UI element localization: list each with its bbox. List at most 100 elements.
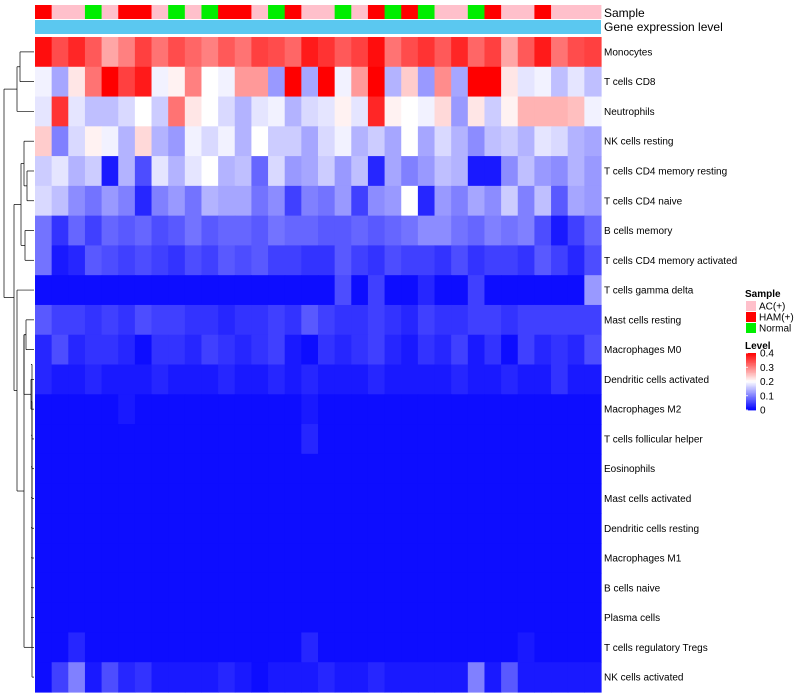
- heatmap-cell: [234, 543, 253, 574]
- heatmap-cell: [501, 37, 519, 68]
- heatmap-cell: [234, 394, 253, 425]
- heatmap-cell: [118, 453, 136, 485]
- heatmap-cell: [268, 304, 286, 336]
- heatmap-cell: [401, 66, 419, 98]
- heatmap-cell: [467, 513, 486, 544]
- heatmap-cell: [367, 394, 386, 425]
- heatmap-cell: [134, 513, 153, 544]
- heatmap-cell: [584, 543, 602, 574]
- heatmap-cell: [334, 37, 352, 68]
- heatmap-cell: [451, 632, 469, 663]
- heatmap-cell: [68, 275, 86, 306]
- heatmap-cell: [551, 275, 569, 306]
- heatmap-cell: [467, 602, 486, 634]
- heatmap-cell: [417, 66, 436, 98]
- heatmap-cell: [417, 215, 436, 247]
- heatmap-cell: [101, 66, 119, 98]
- heatmap-cell: [268, 662, 286, 693]
- sample-annotation-cell: [168, 5, 186, 19]
- heatmap-cell: [84, 513, 103, 544]
- heatmap-cell: [551, 572, 569, 604]
- heatmap-cell: [384, 543, 402, 574]
- heatmap-cell: [118, 662, 136, 693]
- heatmap-cell: [51, 66, 69, 98]
- heatmap-cell: [201, 572, 219, 604]
- heatmap-cell: [68, 364, 86, 395]
- heatmap-cell: [284, 453, 302, 485]
- heatmap-cell: [584, 215, 602, 247]
- heatmap-cell: [551, 364, 569, 395]
- heatmap-cell: [534, 513, 552, 544]
- heatmap-cell: [567, 453, 585, 485]
- heatmap-cell: [534, 453, 552, 485]
- heatmap-cell: [301, 424, 319, 455]
- heatmap-cell: [334, 394, 352, 425]
- heatmap-cell: [501, 572, 519, 604]
- heatmap-cell: [68, 453, 86, 485]
- heatmap-cell: [551, 632, 569, 663]
- heatmap-cell: [401, 453, 419, 485]
- heatmap-cell: [467, 66, 486, 98]
- heatmap-cell: [334, 424, 352, 455]
- legend-item-label: HAM(+): [759, 313, 794, 324]
- heatmap-cell: [68, 424, 86, 455]
- heatmap-cell: [35, 364, 53, 395]
- heatmap-cell: [384, 513, 402, 544]
- heatmap-cell: [451, 602, 469, 634]
- heatmap-cell: [51, 394, 69, 425]
- heatmap-cell: [218, 37, 236, 68]
- sample-annotation-cell: [484, 5, 502, 19]
- heatmap-cell: [134, 572, 153, 604]
- heatmap-cell: [118, 543, 136, 574]
- heatmap-cell: [484, 37, 502, 68]
- heatmap-cell: [84, 215, 103, 247]
- heatmap-cell: [301, 156, 319, 187]
- heatmap-cell: [84, 394, 103, 425]
- heatmap-cell: [384, 602, 402, 634]
- heatmap-cell: [584, 424, 602, 455]
- heatmap-cell: [84, 37, 103, 68]
- heatmap-cell: [584, 364, 602, 395]
- heatmap-cell: [367, 96, 386, 127]
- heatmap-cell: [234, 483, 253, 514]
- heatmap-cell: [301, 483, 319, 514]
- colorbar-segment: [746, 380, 756, 382]
- heatmap-cell: [101, 126, 119, 157]
- heatmap-cell: [551, 334, 569, 366]
- heatmap-cell: [118, 275, 136, 306]
- heatmap-cell: [467, 334, 486, 366]
- heatmap-cell: [168, 543, 186, 574]
- colorbar-tick-label: 0.4: [760, 349, 774, 360]
- heatmap-cell: [35, 602, 53, 634]
- heatmap-cell: [68, 215, 86, 247]
- heatmap-cell: [168, 304, 186, 336]
- heatmap-cell: [234, 126, 253, 157]
- heatmap-cell: [451, 394, 469, 425]
- heatmap-cell: [168, 185, 186, 217]
- heatmap-cell: [84, 245, 103, 276]
- heatmap-cell: [551, 602, 569, 634]
- sample-annotation-cell: [251, 5, 269, 19]
- heatmap-cell: [184, 543, 203, 574]
- heatmap-cell: [417, 513, 436, 544]
- heatmap-cell: [68, 304, 86, 336]
- heatmap-cell: [234, 215, 253, 247]
- heatmap-cell: [334, 602, 352, 634]
- heatmap-cell: [334, 453, 352, 485]
- heatmap-cell: [168, 66, 186, 98]
- heatmap-cell: [367, 156, 386, 187]
- heatmap-cell: [84, 304, 103, 336]
- heatmap-cell: [201, 245, 219, 276]
- heatmap-cell: [351, 394, 369, 425]
- heatmap-cell: [517, 304, 536, 336]
- heatmap-cell: [401, 185, 419, 217]
- heatmap-cell: [351, 275, 369, 306]
- heatmap-cell: [168, 364, 186, 395]
- colorbar-segment: [746, 353, 756, 355]
- heatmap-cell: [184, 632, 203, 663]
- heatmap-cell: [301, 513, 319, 544]
- heatmap-cell: [567, 424, 585, 455]
- row-label: Macrophages M1: [604, 554, 682, 565]
- heatmap-cell: [284, 245, 302, 276]
- row-label: NK cells resting: [604, 137, 673, 148]
